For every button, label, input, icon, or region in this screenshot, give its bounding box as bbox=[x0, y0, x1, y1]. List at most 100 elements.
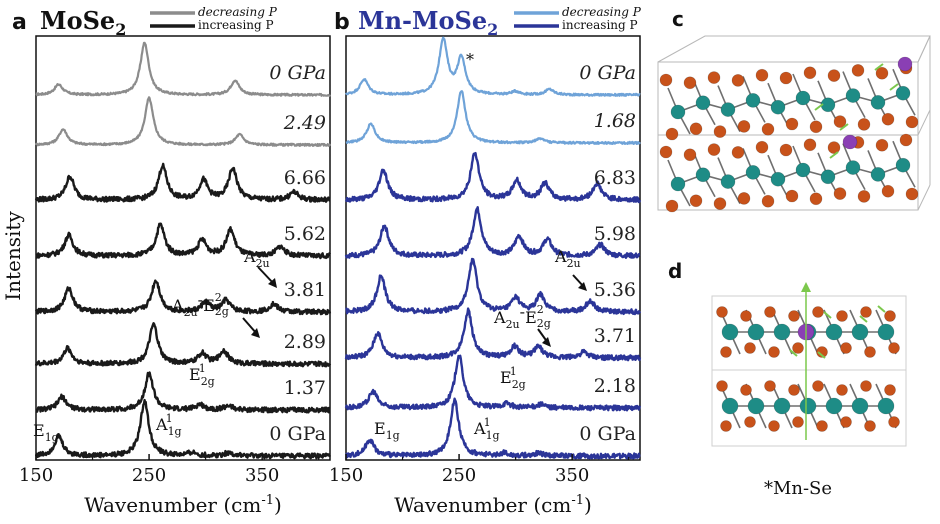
spectrum-line-b-5 bbox=[344, 307, 642, 362]
structure-d-atoms bbox=[716, 282, 900, 440]
spectrum-line-b-4 bbox=[345, 257, 642, 316]
se-atom bbox=[713, 197, 727, 210]
anno-b-a2u-e2g: A2u-E2g2 bbox=[493, 302, 551, 331]
se-atom bbox=[683, 76, 697, 90]
se-atom bbox=[888, 416, 900, 428]
displacement-arrow bbox=[877, 305, 886, 313]
mo-atom bbox=[825, 323, 843, 341]
panel-a-title: MoSe2 bbox=[40, 6, 126, 39]
displacement-arrow bbox=[839, 123, 849, 131]
anno-b-e2g1: E2g1 bbox=[500, 365, 526, 391]
pressure-label-a-4: 3.81 bbox=[284, 279, 326, 301]
se-atom bbox=[740, 310, 752, 322]
x-axis-label-b-close: ) bbox=[584, 493, 592, 517]
pressure-label-b-1: 1.68 bbox=[594, 110, 636, 132]
se-atom bbox=[864, 420, 876, 432]
pressure-label-b-5: 3.71 bbox=[594, 325, 636, 347]
se-atom bbox=[740, 384, 752, 396]
mo-atom bbox=[745, 93, 761, 108]
mo-atom bbox=[670, 104, 686, 120]
se-atom bbox=[812, 380, 824, 392]
se-atom bbox=[761, 194, 775, 208]
mo-atom bbox=[795, 162, 811, 178]
structure-d-cell bbox=[711, 295, 907, 447]
mo-atom bbox=[773, 397, 791, 415]
anno-a-a2u: A2u bbox=[243, 247, 270, 270]
mo-atom bbox=[825, 397, 843, 415]
se-atom bbox=[659, 73, 673, 87]
se-atom bbox=[779, 71, 793, 85]
se-atom bbox=[816, 346, 828, 358]
se-atom bbox=[809, 192, 823, 206]
mo-atom bbox=[770, 171, 786, 187]
displacement-arrow bbox=[817, 351, 826, 359]
se-atom bbox=[737, 192, 751, 205]
se-atom bbox=[812, 306, 824, 318]
spectrum-line-a-0 bbox=[35, 41, 331, 97]
mo-atom bbox=[877, 397, 895, 415]
se-atom bbox=[779, 143, 793, 157]
se-atom bbox=[788, 384, 800, 396]
x-axis-label-a-sup: -1 bbox=[261, 493, 274, 508]
mo-atom bbox=[670, 176, 686, 192]
panel-a-title-sub: 2 bbox=[115, 20, 126, 39]
se-atom bbox=[744, 416, 756, 428]
pressure-label-b-3: 5.98 bbox=[594, 223, 636, 245]
se-atom bbox=[764, 380, 776, 392]
se-atom bbox=[792, 342, 804, 354]
spectrum-line-b-7 bbox=[345, 397, 641, 460]
se-atom bbox=[905, 187, 919, 201]
se-atom bbox=[888, 342, 900, 354]
pressure-label-a-7: 0 GPa bbox=[269, 423, 326, 445]
se-atom bbox=[857, 190, 871, 203]
pressure-label-a-1: 2.49 bbox=[283, 112, 326, 134]
x-axis-label-a-close: ) bbox=[274, 493, 282, 517]
mo-atom bbox=[745, 165, 761, 180]
se-atom bbox=[836, 384, 848, 396]
pressure-label-b-6: 2.18 bbox=[594, 375, 636, 397]
spectrum-line-b-0 bbox=[345, 36, 641, 97]
x-tick-label-b-1: 250 bbox=[442, 465, 476, 486]
spectrum-line-a-2 bbox=[34, 162, 331, 203]
se-atom bbox=[716, 306, 728, 318]
x-tick-label-a-2: 350 bbox=[245, 465, 279, 486]
se-atom bbox=[875, 66, 889, 80]
se-atom bbox=[816, 420, 828, 432]
se-atom bbox=[665, 199, 679, 213]
legend-a-increasing-label: increasing P bbox=[198, 18, 274, 32]
pressure-label-b-0: 0 GPa bbox=[579, 62, 636, 84]
se-atom bbox=[755, 68, 769, 82]
mo-atom bbox=[695, 95, 711, 111]
se-atom bbox=[689, 194, 703, 208]
se-atom bbox=[899, 133, 913, 147]
se-atom bbox=[683, 148, 697, 162]
mo-atom bbox=[851, 397, 869, 415]
se-atom bbox=[881, 112, 895, 126]
se-atom bbox=[768, 346, 780, 358]
plot-frame-b bbox=[345, 35, 641, 461]
mo-atom bbox=[851, 323, 869, 341]
se-atom bbox=[731, 146, 745, 159]
pressure-label-b-7: 0 GPa bbox=[579, 423, 636, 445]
se-atom bbox=[840, 416, 852, 428]
panel-a-letter: a bbox=[12, 10, 27, 35]
se-atom bbox=[731, 74, 745, 87]
legend-b-increasing-label: increasing P bbox=[562, 18, 638, 32]
displacement-arrow bbox=[874, 63, 884, 71]
structure-c-atoms bbox=[659, 56, 919, 213]
displacement-arrow bbox=[859, 315, 868, 323]
se-atom bbox=[884, 310, 896, 322]
anno-b-a2u-e2g-arrowhead bbox=[542, 337, 551, 347]
panel-a-title-main: MoSe bbox=[40, 6, 115, 35]
mo-atom bbox=[895, 85, 911, 101]
axis-arrowhead bbox=[801, 282, 811, 292]
spectrum-line-b-1 bbox=[345, 90, 641, 145]
x-axis-label-a-main: Wavenumber (cm bbox=[84, 493, 261, 517]
y-axis-label: Intensity bbox=[1, 211, 25, 301]
mo-atom bbox=[870, 167, 886, 182]
se-atom bbox=[761, 122, 775, 136]
se-atom bbox=[857, 118, 871, 131]
mo-atom bbox=[721, 323, 739, 341]
se-atom bbox=[764, 306, 776, 318]
anno-a-e1g: E1g bbox=[33, 421, 59, 444]
